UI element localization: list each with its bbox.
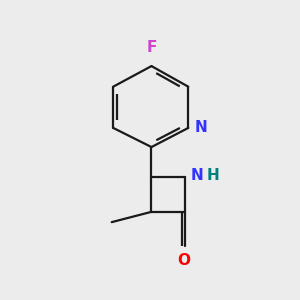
Text: O: O — [177, 253, 190, 268]
Text: N: N — [190, 167, 203, 182]
Text: H: H — [206, 167, 219, 182]
Text: N: N — [195, 120, 208, 135]
Text: F: F — [146, 40, 157, 55]
